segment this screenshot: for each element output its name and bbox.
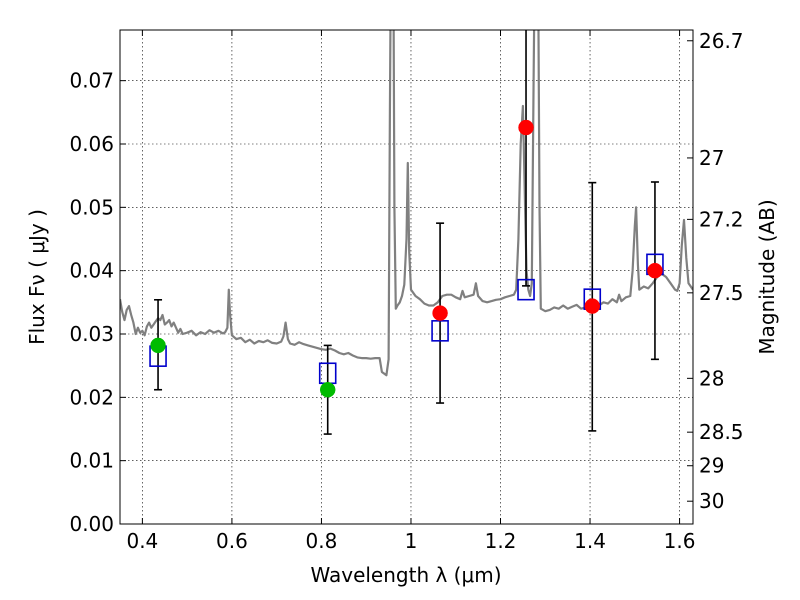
observed-point bbox=[584, 298, 601, 314]
y-tick-label: 0.03 bbox=[69, 322, 114, 346]
x-tick-label: 1.4 bbox=[574, 529, 606, 553]
plot-background bbox=[120, 30, 693, 524]
observed-point bbox=[647, 262, 663, 279]
y2-tick-label: 27.5 bbox=[699, 281, 744, 305]
y2-tick-label: 29 bbox=[699, 454, 724, 478]
synthetic-photometry-square bbox=[517, 278, 535, 301]
y2-tick-label: 26.7 bbox=[699, 29, 744, 53]
x-tick-label: 0.8 bbox=[306, 529, 338, 553]
x-tick-label: 0.6 bbox=[216, 529, 248, 553]
y2-axis-label: Magnitude (AB) bbox=[755, 199, 779, 354]
y-tick-label: 0.06 bbox=[69, 132, 114, 156]
observed-point bbox=[518, 119, 534, 136]
y-tick-label: 0.02 bbox=[69, 385, 114, 409]
observed-point bbox=[319, 381, 336, 398]
y-tick-label: 0.00 bbox=[69, 512, 114, 536]
marker-area bbox=[149, 30, 664, 435]
observed-point bbox=[432, 305, 448, 321]
y2-tick-label: 28.5 bbox=[699, 420, 744, 444]
y2-tick-label: 30 bbox=[699, 489, 724, 513]
observed-point bbox=[150, 337, 166, 354]
y-tick-label: 0.04 bbox=[69, 259, 114, 283]
y2-tick-label: 27 bbox=[699, 146, 724, 170]
x-tick-label: 1.6 bbox=[664, 529, 696, 553]
y-tick-label: 0.07 bbox=[69, 69, 114, 93]
x-axis-label: Wavelength λ (μm) bbox=[310, 563, 501, 587]
y-axis-label: Flux Fν ( μJy ) bbox=[25, 209, 49, 345]
y-tick-label: 0.05 bbox=[69, 195, 114, 219]
x-tick-label: 0.4 bbox=[126, 529, 158, 553]
axes: 0.4 0.6 0.8 1 1.2 1.4 1.6 0.00 0.01 0.02 0.03 0.04 0… bbox=[69, 29, 743, 553]
x-tick-label: 1 bbox=[405, 529, 418, 553]
plot-frame bbox=[119, 29, 694, 525]
y2-tick-label: 28 bbox=[699, 366, 724, 390]
y-tick-label: 0.01 bbox=[69, 449, 114, 473]
x-tick-label: 1.2 bbox=[485, 529, 517, 553]
y2-tick-label: 27.2 bbox=[699, 207, 744, 231]
